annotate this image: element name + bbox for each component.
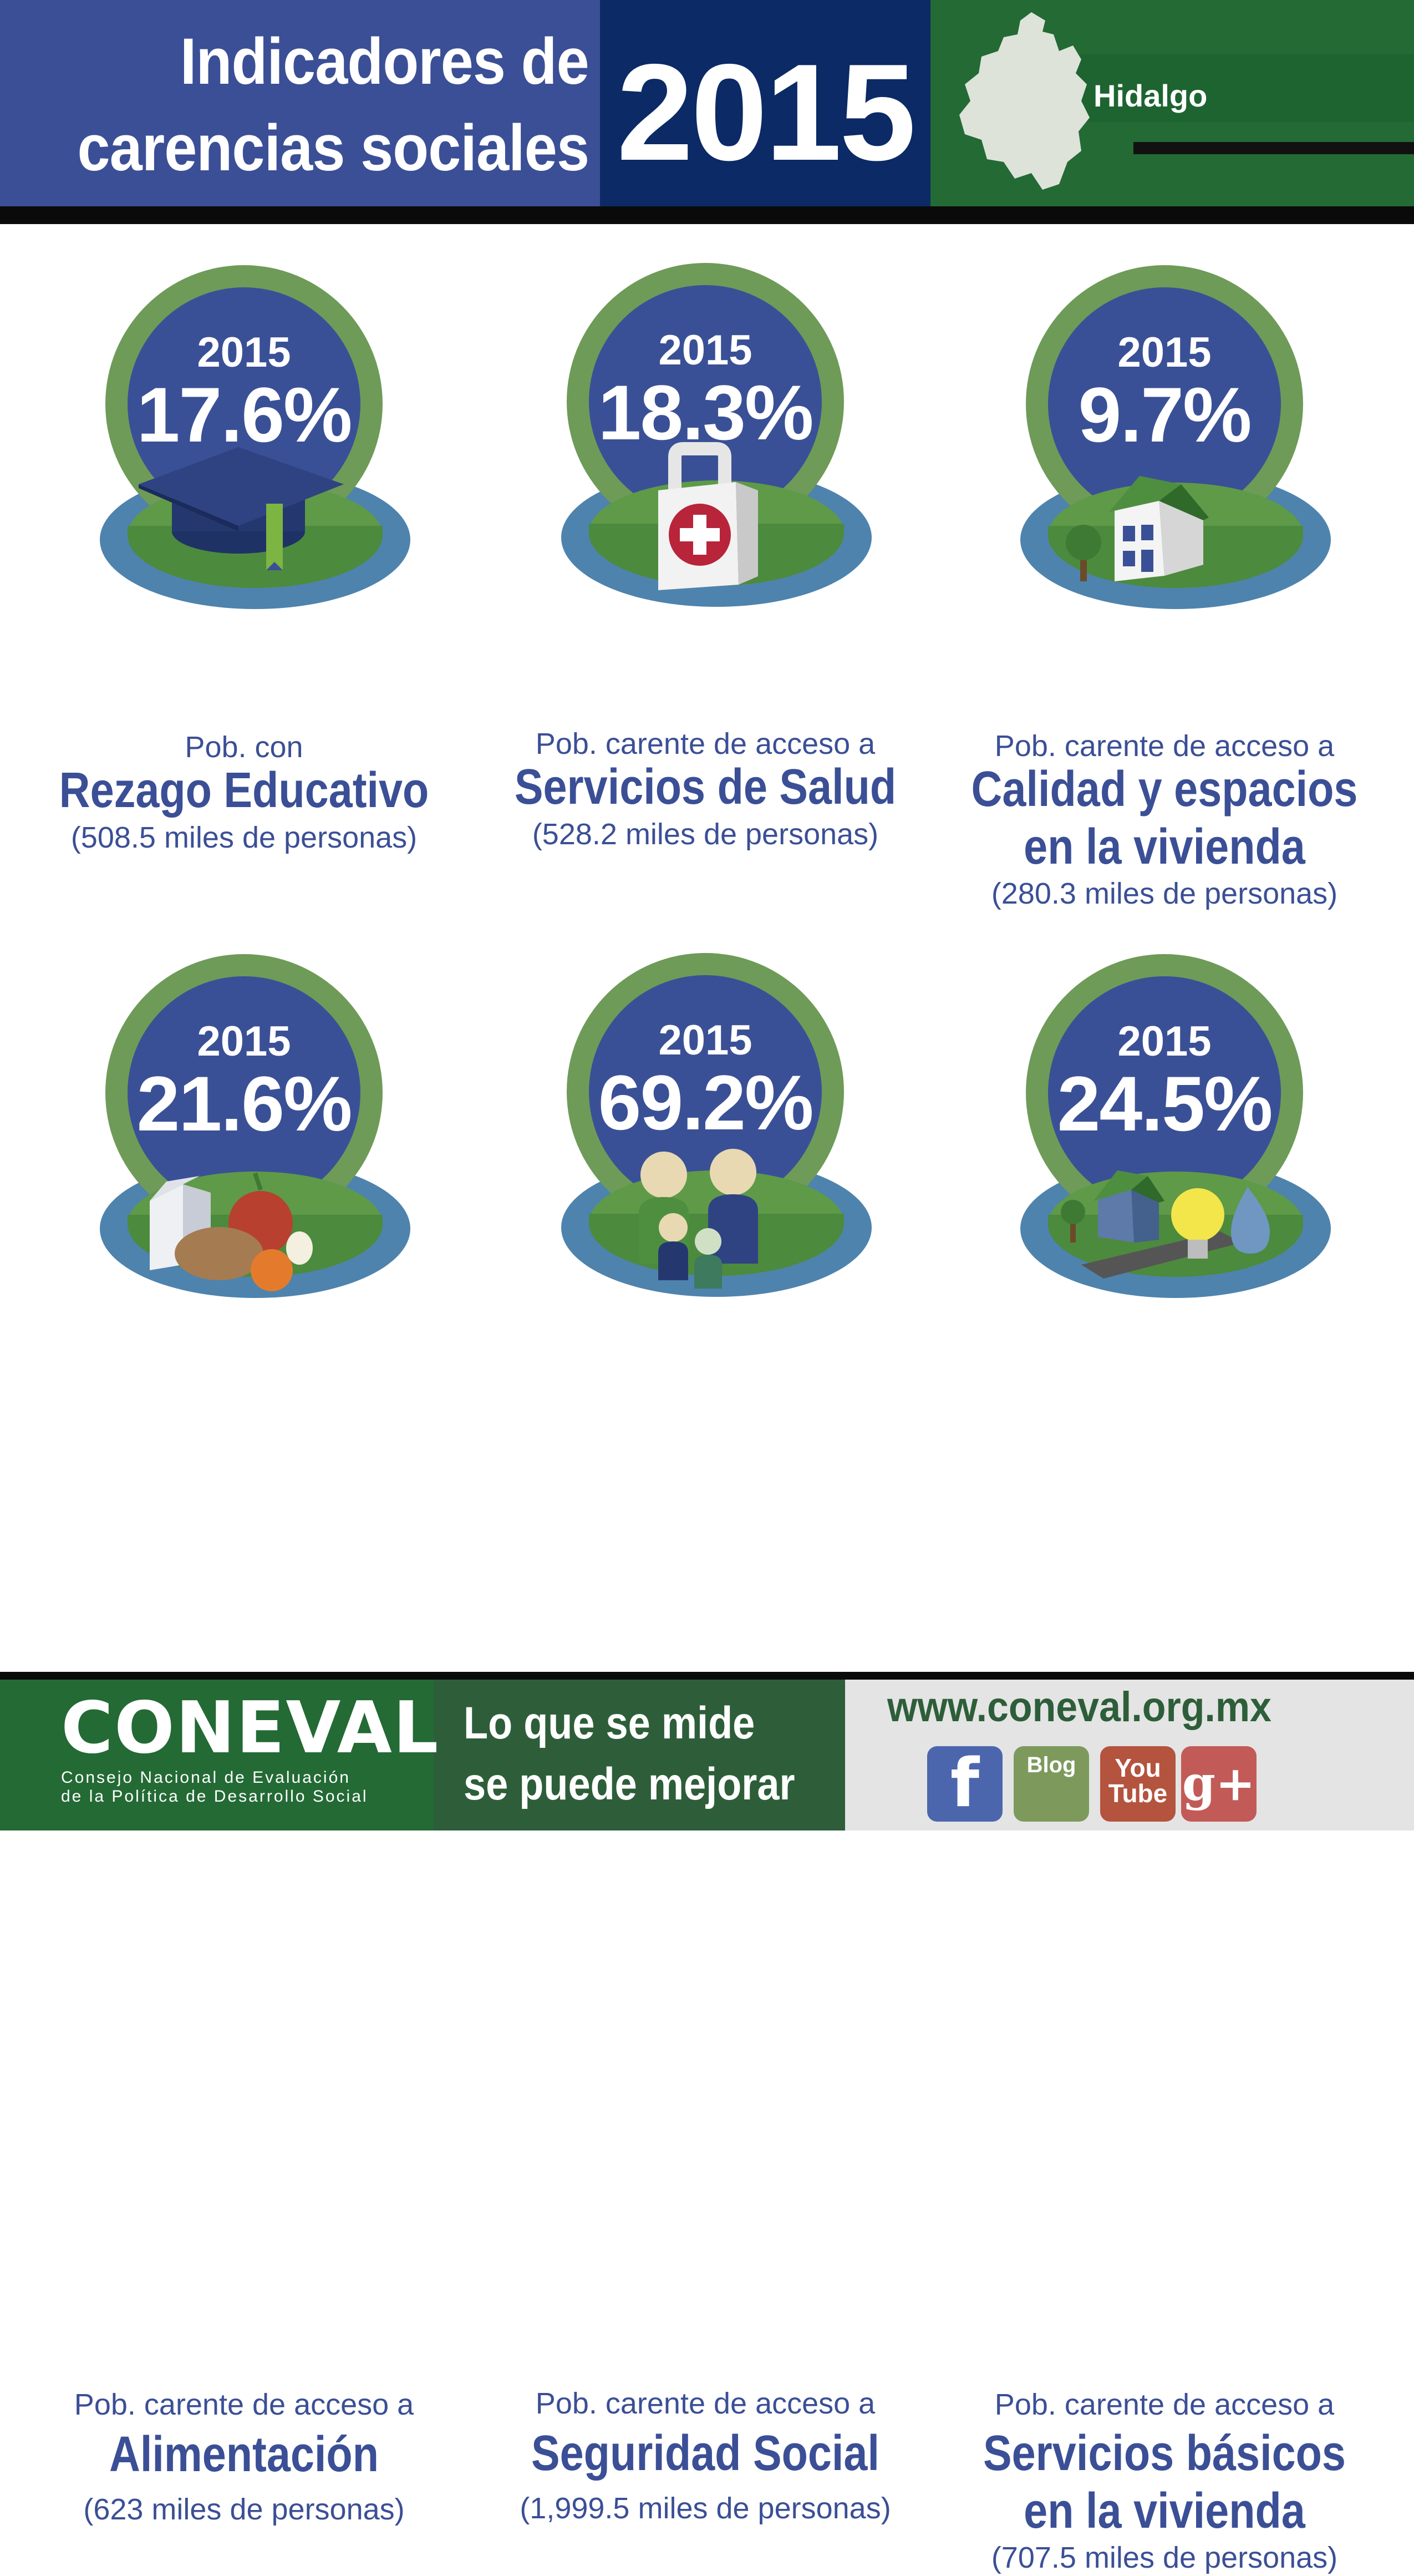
state-strip (1048, 54, 1414, 122)
caption-count: (1,999.5 miles de personas) (520, 2491, 891, 2525)
caption-count: (623 miles de personas) (83, 2492, 405, 2526)
indicator-year: 2015 (1117, 1018, 1212, 1065)
indicator-year: 2015 (1117, 329, 1212, 376)
caption-prefix: Pob. carente de acceso a (994, 729, 1335, 763)
footer-divider (0, 1672, 1414, 1680)
slogan-line1: Lo que se mide (464, 1698, 755, 1748)
state-label: Hidalgo (1093, 78, 1208, 113)
footer-slogan-panel (434, 1680, 845, 1830)
indicator-year: 2015 (658, 327, 752, 374)
indicator-year: 2015 (658, 1017, 752, 1064)
indicator-caption: Pob. carente de acceso a Servicios básic… (937, 2390, 1392, 2576)
caption-prefix: Pob. carente de acceso a (535, 2387, 876, 2420)
org-name-line2: de la Política de Desarrollo Social (61, 1787, 368, 1806)
indicator-caption: Pob. con Rezago Educativo (508.5 miles d… (17, 732, 471, 855)
page-title-line2: carencias sociales (77, 111, 589, 185)
page-title-line1: Indicadores de (180, 25, 589, 98)
google-plus-icon[interactable]: g+ (1181, 1746, 1257, 1822)
basic-services-icon (1061, 1170, 1270, 1279)
caption-prefix: Pob. carente de acceso a (994, 2388, 1335, 2421)
indicator-badge: 2015 17.6% (78, 265, 410, 609)
header-year: 2015 (617, 35, 916, 189)
caption-title-line2: en la vivienda (1024, 819, 1305, 875)
caption-title: Servicios de Salud (514, 759, 897, 815)
badge-disc (589, 285, 822, 518)
indicator-badge: 2015 24.5% (998, 954, 1331, 1298)
caption-title-line1: Servicios básicos (983, 2426, 1346, 2481)
caption-count: (528.2 miles de personas) (532, 817, 879, 851)
indicator-percent: 18.3% (598, 369, 814, 456)
badge-disc (1048, 976, 1281, 1209)
indicator-percent: 17.6% (136, 371, 353, 458)
indicator-percent: 21.6% (136, 1060, 353, 1147)
indicator-year: 2015 (197, 1018, 291, 1065)
footer-logo-panel (0, 1680, 434, 1830)
blog-icon[interactable]: Blog (1014, 1746, 1089, 1822)
badge-disc (589, 975, 822, 1208)
website-link[interactable]: www.coneval.org.mx (887, 1683, 1271, 1731)
header-divider (0, 206, 1414, 224)
caption-prefix: Pob. carente de acceso a (535, 727, 876, 760)
caption-count: (508.5 miles de personas) (70, 820, 418, 854)
indicator-caption: Pob. carente de acceso a Calidad y espac… (937, 731, 1392, 912)
caption-title-line1: Calidad y espacios (971, 762, 1358, 817)
indicator-badge: 2015 9.7% (998, 265, 1331, 609)
caption-count: (707.5 miles de personas) (991, 2541, 1338, 2574)
indicator-badge: 2015 21.6% (78, 954, 410, 1298)
header-year-panel (600, 0, 930, 206)
caption-title-line2: en la vivienda (1024, 2483, 1305, 2539)
facebook-icon[interactable]: f (927, 1746, 1003, 1822)
family-icon (639, 1149, 758, 1289)
caption-title: Rezago Educativo (59, 763, 429, 818)
caption-title: Alimentación (109, 2427, 379, 2482)
org-name-line1: Consejo Nacional de Evaluación (61, 1768, 350, 1787)
state-underline (1133, 142, 1414, 154)
indicator-percent: 9.7% (1078, 371, 1252, 458)
house-icon (1066, 476, 1209, 581)
indicator-caption: Pob. carente de acceso a Servicios de Sa… (478, 729, 933, 852)
indicator-badge: 2015 69.2% (539, 953, 872, 1297)
state-map-icon (959, 12, 1090, 190)
caption-prefix: Pob. carente de acceso a (74, 2388, 414, 2421)
caption-count: (280.3 miles de personas) (991, 877, 1338, 910)
youtube-icon[interactable]: You Tube (1100, 1746, 1176, 1822)
indicator-badge: 2015 18.3% (539, 263, 872, 607)
badge-disc (128, 976, 360, 1209)
food-icon (150, 1172, 313, 1291)
slogan-line2: se puede mejorar (464, 1759, 795, 1809)
blog-label: Blog (1026, 1753, 1076, 1777)
indicator-caption: Pob. carente de acceso a Alimentación (6… (17, 2390, 471, 2527)
indicator-percent: 24.5% (1057, 1060, 1273, 1147)
graduation-cap-icon (139, 447, 344, 570)
caption-title: Seguridad Social (531, 2426, 879, 2481)
coneval-logo[interactable]: CONEVAL (61, 1687, 440, 1769)
indicator-caption: Pob. carente de acceso a Seguridad Socia… (478, 2389, 933, 2526)
indicator-percent: 69.2% (598, 1059, 814, 1146)
header-title-panel (0, 0, 600, 206)
medical-bag-icon (658, 442, 758, 590)
caption-prefix: Pob. con (185, 731, 303, 764)
indicator-year: 2015 (197, 329, 291, 376)
